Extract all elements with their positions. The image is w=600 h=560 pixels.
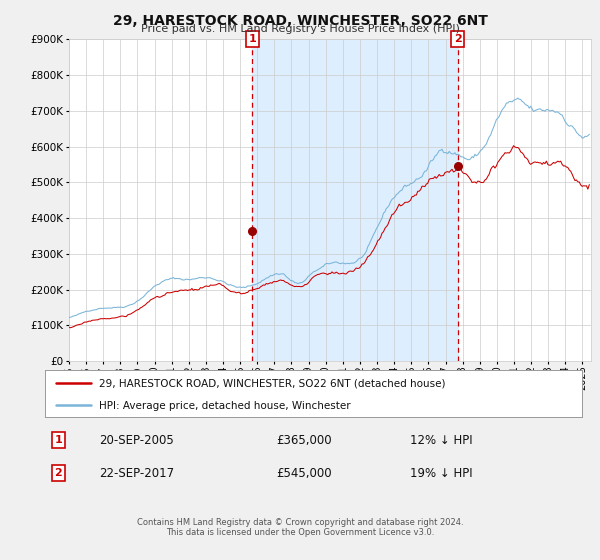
Text: 20-SEP-2005: 20-SEP-2005 [98, 433, 173, 447]
Text: 29, HARESTOCK ROAD, WINCHESTER, SO22 6NT: 29, HARESTOCK ROAD, WINCHESTER, SO22 6NT [113, 14, 487, 28]
Text: 12% ↓ HPI: 12% ↓ HPI [410, 433, 473, 447]
Text: 2: 2 [454, 34, 462, 44]
Text: 2: 2 [55, 468, 62, 478]
Text: Contains HM Land Registry data © Crown copyright and database right 2024.: Contains HM Land Registry data © Crown c… [137, 518, 463, 527]
Text: £365,000: £365,000 [276, 433, 332, 447]
Bar [253, 39, 458, 361]
Text: HPI: Average price, detached house, Winchester: HPI: Average price, detached house, Winc… [98, 402, 350, 411]
Text: This data is licensed under the Open Government Licence v3.0.: This data is licensed under the Open Gov… [166, 528, 434, 536]
Text: 1: 1 [55, 435, 62, 445]
Text: 1: 1 [248, 34, 256, 44]
Text: 29, HARESTOCK ROAD, WINCHESTER, SO22 6NT (detached house): 29, HARESTOCK ROAD, WINCHESTER, SO22 6NT… [98, 379, 445, 389]
Text: £545,000: £545,000 [276, 466, 332, 479]
Text: 22-SEP-2017: 22-SEP-2017 [98, 466, 174, 479]
Text: Price paid vs. HM Land Registry's House Price Index (HPI): Price paid vs. HM Land Registry's House … [140, 24, 460, 34]
Text: 19% ↓ HPI: 19% ↓ HPI [410, 466, 473, 479]
